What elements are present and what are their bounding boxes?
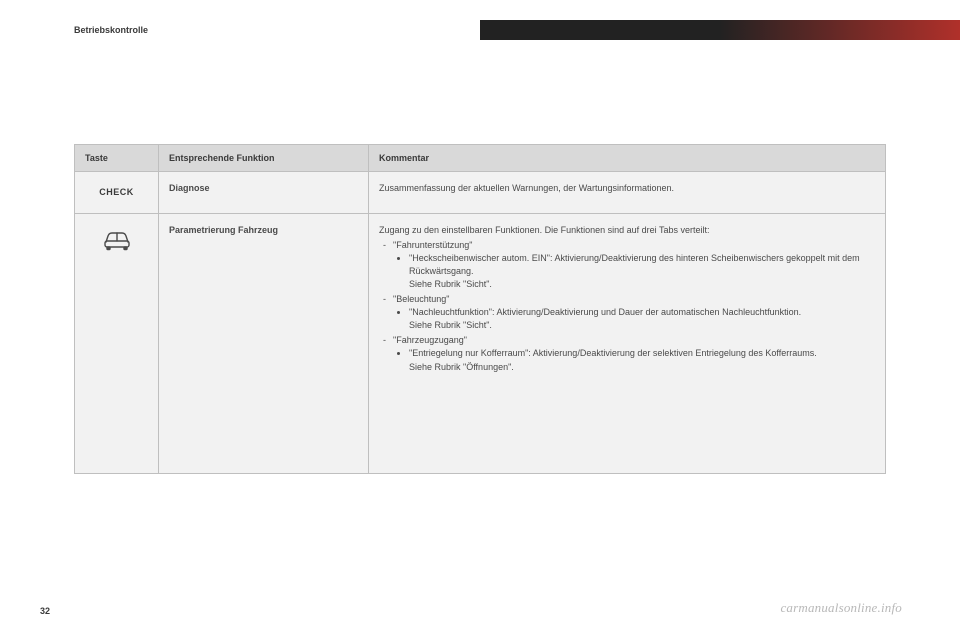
function-title: Parametrierung Fahrzeug xyxy=(169,225,278,235)
item-label: "Nachleuchtfunktion": Aktivierung/Deakti… xyxy=(409,307,801,317)
col-funktion: Entsprechende Funktion xyxy=(159,145,369,172)
car-icon xyxy=(102,228,132,256)
sub-item: "Nachleuchtfunktion": Aktivierung/Deakti… xyxy=(393,306,875,332)
col-kommentar: Kommentar xyxy=(369,145,886,172)
comment-intro: Zugang zu den einstellbaren Funktionen. … xyxy=(379,225,710,235)
table-header-row: Taste Entsprechende Funktion Kommentar xyxy=(75,145,886,172)
items-list: "Heckscheibenwischer autom. EIN": Aktivi… xyxy=(393,252,875,291)
items-list: "Entriegelung nur Kofferraum": Aktivieru… xyxy=(393,347,875,373)
sub-item: "Entriegelung nur Kofferraum": Aktivieru… xyxy=(393,347,875,373)
main-content: Taste Entsprechende Funktion Kommentar C… xyxy=(74,144,886,474)
sub-item: "Heckscheibenwischer autom. EIN": Aktivi… xyxy=(393,252,875,291)
item-label: "Heckscheibenwischer autom. EIN": Aktivi… xyxy=(409,253,860,276)
functions-table: Taste Entsprechende Funktion Kommentar C… xyxy=(74,144,886,474)
item-ref: Siehe Rubrik "Sicht". xyxy=(409,279,492,289)
cell-comment-param: Zugang zu den einstellbaren Funktionen. … xyxy=(369,214,886,474)
item-label: "Entriegelung nur Kofferraum": Aktivieru… xyxy=(409,348,817,358)
header-color-bar xyxy=(480,20,960,40)
group-item: "Fahrzeugzugang" "Entriegelung nur Koffe… xyxy=(379,334,875,373)
groups-list: "Fahrunterstützung" "Heckscheibenwischer… xyxy=(379,239,875,373)
cell-function-param: Parametrierung Fahrzeug xyxy=(159,214,369,474)
group-title: "Fahrunterstützung" xyxy=(393,240,472,250)
table-row: Parametrierung Fahrzeug Zugang zu den ei… xyxy=(75,214,886,474)
group-title: "Fahrzeugzugang" xyxy=(393,335,467,345)
function-title: Diagnose xyxy=(169,183,210,193)
group-item: "Fahrunterstützung" "Heckscheibenwischer… xyxy=(379,239,875,291)
col-taste: Taste xyxy=(75,145,159,172)
section-title: Betriebskontrolle xyxy=(0,20,480,40)
items-list: "Nachleuchtfunktion": Aktivierung/Deakti… xyxy=(393,306,875,332)
cell-function-diagnose: Diagnose xyxy=(159,172,369,214)
group-item: "Beleuchtung" "Nachleuchtfunktion": Akti… xyxy=(379,293,875,332)
item-ref: Siehe Rubrik "Sicht". xyxy=(409,320,492,330)
page-header-band: Betriebskontrolle xyxy=(0,20,960,40)
cell-taste-check: CHECK xyxy=(75,172,159,214)
table-row: CHECK Diagnose Zusammenfassung der aktue… xyxy=(75,172,886,214)
cell-taste-car xyxy=(75,214,159,474)
watermark: carmanualsonline.info xyxy=(780,600,902,616)
cell-comment-diagnose: Zusammenfassung der aktuellen Warnungen,… xyxy=(369,172,886,214)
comment-text: Zusammenfassung der aktuellen Warnungen,… xyxy=(379,183,674,193)
item-ref: Siehe Rubrik "Öffnungen". xyxy=(409,362,514,372)
group-title: "Beleuchtung" xyxy=(393,294,449,304)
check-label: CHECK xyxy=(99,187,134,197)
page-number: 32 xyxy=(40,606,50,616)
